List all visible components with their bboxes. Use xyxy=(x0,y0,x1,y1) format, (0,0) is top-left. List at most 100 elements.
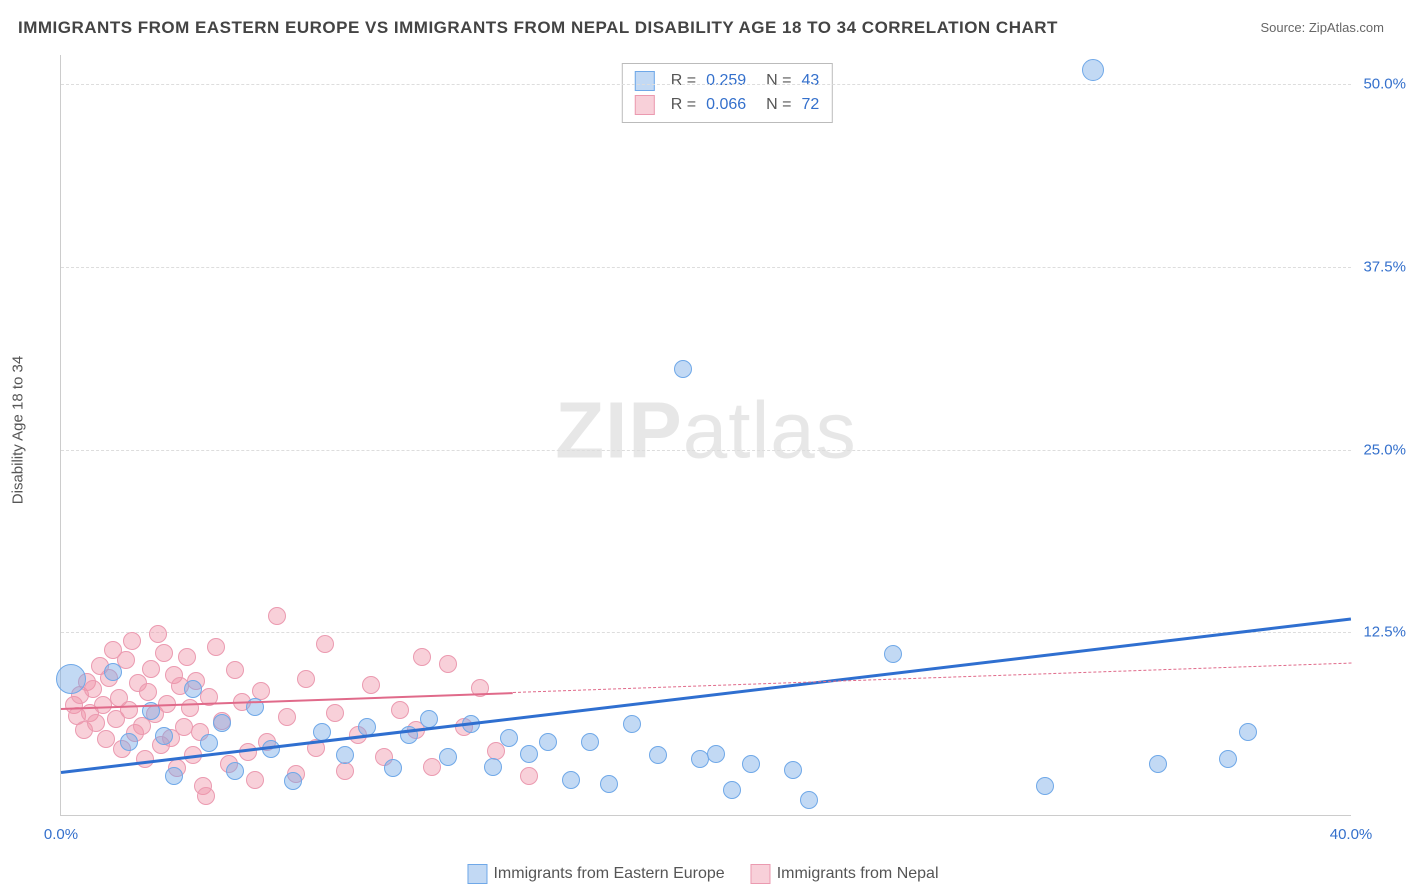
data-point xyxy=(707,745,725,763)
data-point xyxy=(120,733,138,751)
source-prefix: Source: xyxy=(1260,20,1308,35)
legend-swatch xyxy=(467,864,487,884)
data-point xyxy=(56,664,86,694)
data-point xyxy=(207,638,225,656)
data-point xyxy=(155,727,173,745)
scatter-plot-area: ZIPatlas R =0.259N =43R =0.066N =72 12.5… xyxy=(60,55,1351,816)
data-point xyxy=(600,775,618,793)
data-point xyxy=(213,714,231,732)
chart-title: IMMIGRANTS FROM EASTERN EUROPE VS IMMIGR… xyxy=(18,18,1058,38)
source-label: Source: ZipAtlas.com xyxy=(1260,20,1384,35)
data-point xyxy=(500,729,518,747)
data-point xyxy=(420,710,438,728)
stats-swatch xyxy=(635,95,655,115)
y-tick-label: 50.0% xyxy=(1363,76,1406,93)
stats-n-value: 43 xyxy=(802,69,820,93)
data-point xyxy=(1149,755,1167,773)
data-point xyxy=(1082,59,1104,81)
data-point xyxy=(1219,750,1237,768)
data-point xyxy=(165,767,183,785)
stats-n-label: N = xyxy=(766,93,791,117)
y-tick-label: 25.0% xyxy=(1363,441,1406,458)
data-point xyxy=(87,714,105,732)
data-point xyxy=(784,761,802,779)
data-point xyxy=(268,607,286,625)
data-point xyxy=(649,746,667,764)
data-point xyxy=(200,734,218,752)
gridline xyxy=(61,632,1351,633)
data-point xyxy=(226,762,244,780)
data-point xyxy=(439,655,457,673)
data-point xyxy=(155,644,173,662)
data-point xyxy=(297,670,315,688)
data-point xyxy=(391,701,409,719)
data-point xyxy=(1239,723,1257,741)
data-point xyxy=(562,771,580,789)
data-point xyxy=(149,625,167,643)
data-point xyxy=(336,762,354,780)
data-point xyxy=(520,767,538,785)
watermark: ZIPatlas xyxy=(555,384,856,476)
data-point xyxy=(484,758,502,776)
x-tick-label: 0.0% xyxy=(44,826,78,843)
stats-row: R = 0.259 N = 43 xyxy=(635,69,820,93)
data-point xyxy=(316,635,334,653)
data-point xyxy=(423,758,441,776)
data-point xyxy=(181,699,199,717)
stats-swatch xyxy=(635,71,655,91)
stats-r-value: 0.259 xyxy=(706,69,746,93)
data-point xyxy=(175,718,193,736)
stats-n-value: 72 xyxy=(802,93,820,117)
data-point xyxy=(142,660,160,678)
data-point xyxy=(313,723,331,741)
data-point xyxy=(139,683,157,701)
data-point xyxy=(413,648,431,666)
source-name: ZipAtlas.com xyxy=(1309,20,1384,35)
stats-n-label: N = xyxy=(766,69,791,93)
data-point xyxy=(384,759,402,777)
data-point xyxy=(246,771,264,789)
data-point xyxy=(623,715,641,733)
data-point xyxy=(362,676,380,694)
data-point xyxy=(97,730,115,748)
data-point xyxy=(284,772,302,790)
data-point xyxy=(884,645,902,663)
legend-label: Immigrants from Eastern Europe xyxy=(493,865,724,882)
data-point xyxy=(1036,777,1054,795)
gridline xyxy=(61,450,1351,451)
data-point xyxy=(336,746,354,764)
data-point xyxy=(178,648,196,666)
gridline xyxy=(61,267,1351,268)
data-point xyxy=(800,791,818,809)
stats-r-value: 0.066 xyxy=(706,93,746,117)
y-axis-title: Disability Age 18 to 34 xyxy=(10,356,27,504)
correlation-stats-box: R = 0.259 N = 43R = 0.066 N = 72 xyxy=(622,63,833,123)
data-point xyxy=(84,680,102,698)
stats-row: R =0.066N =72 xyxy=(635,93,820,117)
y-tick-label: 37.5% xyxy=(1363,258,1406,275)
series-legend: Immigrants from Eastern Europe Immigrants… xyxy=(467,864,938,884)
legend-item: Immigrants from Nepal xyxy=(751,864,939,884)
x-tick-label: 40.0% xyxy=(1330,826,1373,843)
data-point xyxy=(581,733,599,751)
data-point xyxy=(539,733,557,751)
watermark-bold: ZIP xyxy=(555,385,682,474)
stats-r-label: R = xyxy=(671,69,696,93)
data-point xyxy=(439,748,457,766)
data-point xyxy=(520,745,538,763)
legend-item: Immigrants from Eastern Europe xyxy=(467,864,724,884)
data-point xyxy=(723,781,741,799)
legend-label: Immigrants from Nepal xyxy=(777,865,939,882)
data-point xyxy=(742,755,760,773)
data-point xyxy=(104,663,122,681)
data-point xyxy=(184,680,202,698)
legend-swatch xyxy=(751,864,771,884)
data-point xyxy=(326,704,344,722)
data-point xyxy=(278,708,296,726)
data-point xyxy=(674,360,692,378)
gridline xyxy=(61,84,1351,85)
data-point xyxy=(120,701,138,719)
data-point xyxy=(197,787,215,805)
watermark-light: atlas xyxy=(683,385,857,474)
y-tick-label: 12.5% xyxy=(1363,624,1406,641)
